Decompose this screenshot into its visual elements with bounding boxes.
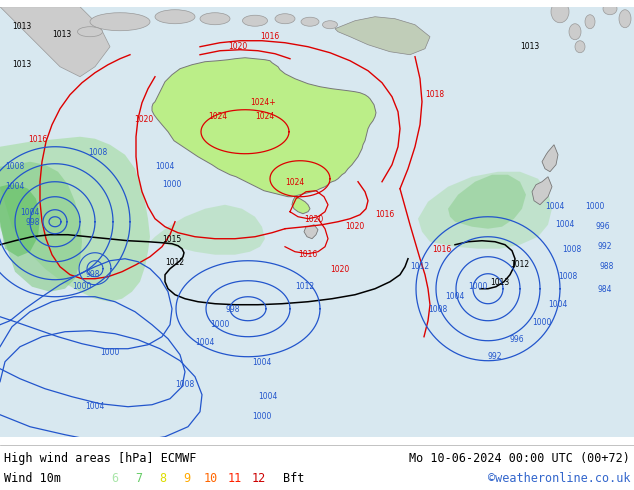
Text: 1020: 1020 [134, 115, 153, 124]
Text: 1004: 1004 [5, 182, 24, 191]
Ellipse shape [301, 17, 319, 26]
Text: 1012: 1012 [410, 262, 429, 270]
Polygon shape [150, 205, 265, 255]
Text: ©weatheronline.co.uk: ©weatheronline.co.uk [488, 472, 630, 485]
Polygon shape [0, 185, 40, 257]
Text: 1012: 1012 [295, 282, 314, 291]
Text: 1018: 1018 [425, 90, 444, 98]
Ellipse shape [323, 21, 337, 29]
Polygon shape [304, 225, 318, 239]
Text: 988: 988 [600, 262, 614, 270]
Ellipse shape [275, 14, 295, 24]
Text: 998: 998 [25, 218, 39, 227]
Text: 1016: 1016 [29, 135, 48, 144]
Text: 1008: 1008 [175, 380, 194, 389]
Text: 1013: 1013 [12, 22, 31, 31]
Text: 998: 998 [85, 270, 100, 279]
Text: High wind areas [hPa] ECMWF: High wind areas [hPa] ECMWF [4, 452, 197, 465]
Text: 1016: 1016 [261, 32, 280, 41]
Text: 1004: 1004 [155, 162, 174, 171]
Polygon shape [418, 172, 552, 249]
Text: 996: 996 [510, 335, 524, 343]
Text: 1004: 1004 [85, 402, 105, 411]
Text: 1000: 1000 [532, 318, 552, 327]
Text: 10: 10 [204, 472, 218, 485]
Ellipse shape [242, 15, 268, 26]
Text: 1020: 1020 [345, 221, 365, 231]
Polygon shape [532, 177, 552, 205]
Text: 1004: 1004 [252, 358, 271, 367]
Text: 1016: 1016 [375, 210, 394, 219]
Text: 992: 992 [598, 242, 612, 251]
Ellipse shape [619, 10, 631, 28]
Text: 11: 11 [228, 472, 242, 485]
Text: 1000: 1000 [162, 180, 181, 189]
Text: Wind 10m: Wind 10m [4, 472, 61, 485]
Text: 1004: 1004 [545, 202, 564, 211]
Polygon shape [0, 137, 150, 302]
Polygon shape [0, 7, 110, 77]
Ellipse shape [200, 13, 230, 24]
Text: 1024+: 1024+ [250, 98, 276, 107]
Text: 1004: 1004 [258, 392, 278, 401]
Text: 1004: 1004 [555, 220, 574, 229]
Text: 8: 8 [159, 472, 167, 485]
Text: 1000: 1000 [100, 348, 119, 357]
Text: 1004: 1004 [195, 338, 214, 347]
Text: Mo 10-06-2024 00:00 UTC (00+72): Mo 10-06-2024 00:00 UTC (00+72) [409, 452, 630, 465]
Polygon shape [448, 175, 526, 229]
Text: 1000: 1000 [252, 412, 271, 421]
Text: 1020: 1020 [330, 265, 349, 274]
Ellipse shape [90, 13, 150, 31]
Text: 998: 998 [225, 305, 240, 314]
Text: 1008: 1008 [88, 147, 107, 157]
Text: 1024: 1024 [255, 112, 275, 121]
Text: 1008: 1008 [562, 245, 581, 254]
Polygon shape [0, 162, 82, 292]
Ellipse shape [585, 15, 595, 29]
Text: 9: 9 [183, 472, 191, 485]
Text: 12: 12 [252, 472, 266, 485]
Text: 1000: 1000 [585, 202, 604, 211]
Text: 984: 984 [598, 285, 612, 294]
Text: 1000: 1000 [72, 282, 91, 291]
Polygon shape [292, 196, 310, 214]
Text: 996: 996 [596, 221, 611, 231]
Text: 1020: 1020 [304, 215, 323, 224]
Text: 1013: 1013 [12, 60, 31, 69]
Ellipse shape [551, 0, 569, 23]
Text: 1015: 1015 [162, 235, 181, 244]
Ellipse shape [77, 27, 103, 37]
Text: 1016: 1016 [432, 245, 451, 254]
Text: 1004: 1004 [445, 292, 464, 301]
Text: 1008: 1008 [5, 162, 24, 171]
Text: 1012: 1012 [510, 260, 529, 269]
Text: 1013: 1013 [520, 42, 540, 51]
Text: 1004: 1004 [20, 208, 39, 217]
Ellipse shape [603, 3, 617, 15]
Text: 1008: 1008 [558, 272, 577, 281]
Text: 1024: 1024 [285, 178, 304, 187]
Text: 1024: 1024 [208, 112, 227, 121]
Ellipse shape [155, 10, 195, 24]
Text: 6: 6 [112, 472, 119, 485]
Text: 1013: 1013 [52, 30, 71, 39]
Text: 1008: 1008 [428, 305, 447, 314]
Text: Bft: Bft [283, 472, 304, 485]
Text: 1000: 1000 [468, 282, 488, 291]
Polygon shape [152, 58, 376, 196]
Polygon shape [542, 145, 558, 171]
Ellipse shape [569, 24, 581, 40]
Text: 1012: 1012 [165, 258, 184, 267]
Text: 992: 992 [488, 352, 503, 361]
Text: 1020: 1020 [228, 42, 248, 51]
Text: 7: 7 [136, 472, 143, 485]
Text: 1013: 1013 [490, 278, 509, 287]
Polygon shape [335, 17, 430, 55]
Text: 1004: 1004 [548, 300, 567, 309]
Text: 1000: 1000 [210, 319, 230, 329]
Text: 1016: 1016 [298, 250, 317, 259]
Ellipse shape [575, 41, 585, 53]
